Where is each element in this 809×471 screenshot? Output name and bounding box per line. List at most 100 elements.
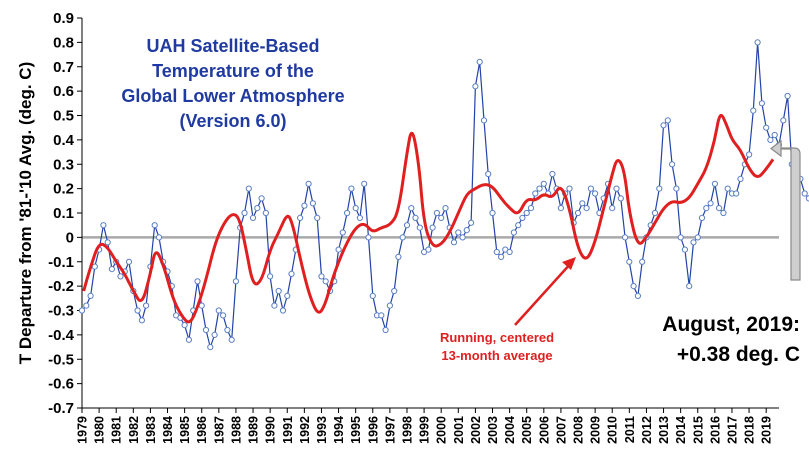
series-point-monthly [262, 209, 269, 217]
x-tick-label: 1998 [400, 416, 414, 444]
series-point-monthly [309, 200, 316, 207]
y-tick-label: -0.5 [48, 351, 74, 368]
series-point-monthly [660, 122, 667, 129]
series-point-monthly [784, 92, 791, 100]
x-tick-label: 1990 [264, 416, 278, 444]
series-point-monthly [91, 263, 98, 270]
y-tick-label: -0.4 [48, 327, 75, 344]
series-point-monthly [297, 214, 304, 221]
x-tick-label: 2008 [572, 416, 586, 444]
y-tick-label: 0 [66, 229, 74, 246]
x-tick-label: 2000 [435, 416, 449, 444]
series-point-monthly [746, 151, 753, 158]
series-point-monthly [232, 278, 239, 285]
series-point-monthly [181, 322, 188, 329]
series-point-monthly [801, 190, 808, 197]
series-point-monthly [339, 229, 346, 236]
x-tick-label: 2010 [606, 416, 620, 444]
series-point-monthly [352, 205, 359, 212]
x-tick-label: 2019 [760, 416, 774, 444]
series-point-monthly [476, 58, 483, 66]
series-point-monthly [386, 302, 393, 309]
x-tick-label: 2006 [537, 416, 551, 444]
series-point-monthly [151, 222, 158, 229]
series-point-monthly [425, 246, 432, 253]
series-point-monthly [463, 227, 470, 234]
series-point-monthly [758, 100, 766, 107]
x-tick-label: 1981 [110, 416, 124, 444]
series-point-monthly [403, 222, 411, 229]
y-tick-label: 0.3 [53, 156, 74, 173]
series-point-monthly [416, 224, 423, 231]
x-tick-label: 2018 [743, 416, 757, 444]
series-point-monthly [630, 283, 637, 290]
series-point-monthly [498, 253, 505, 260]
y-axis-ticks: 0.9 0.8 0.7 0.6 0.5 0.4 0.3 0.2 0.1 0 -0.1 -0.2 -0.3… [48, 10, 82, 417]
series-point-monthly [155, 234, 163, 241]
series-point-monthly [527, 205, 535, 212]
x-tick-label: 1982 [127, 416, 141, 444]
series-point-monthly [207, 344, 214, 351]
series-point-monthly [664, 117, 671, 124]
series-point-monthly [639, 258, 646, 265]
series-point-monthly [429, 224, 436, 231]
series-point-monthly [686, 283, 693, 290]
x-tick-label: 1979 [76, 416, 90, 444]
chart-title-line-3: Global Lower Atmosphere [121, 86, 344, 106]
y-tick-label: -0.7 [48, 400, 74, 417]
series-point-monthly [579, 200, 586, 207]
series-point-monthly [249, 214, 257, 221]
series-point-monthly [211, 331, 218, 338]
series-point-monthly [493, 248, 500, 256]
series-point-monthly [763, 124, 770, 131]
series-point-monthly [480, 117, 488, 124]
x-tick-label: 2005 [520, 416, 534, 444]
y-tick-label: 0.6 [53, 83, 74, 100]
x-tick-label: 1989 [247, 416, 261, 444]
x-tick-label: 1987 [212, 416, 226, 444]
series-point-monthly [737, 175, 744, 182]
y-tick-label: 0.5 [53, 108, 74, 125]
series-point-monthly [134, 307, 141, 314]
series-point-monthly [185, 336, 192, 343]
series-point-monthly [395, 253, 402, 260]
series-point-monthly [707, 200, 714, 207]
series-point-monthly [267, 273, 274, 280]
series-point-monthly [344, 209, 351, 217]
series-point-monthly [100, 222, 107, 229]
series-point-monthly [442, 205, 449, 212]
series-point-monthly [720, 209, 727, 217]
series-point-monthly [703, 205, 710, 212]
series-point-monthly [288, 270, 295, 277]
series-point-monthly [365, 234, 372, 241]
series-point-monthly [771, 131, 778, 139]
series-point-monthly [258, 195, 265, 202]
series-point-monthly [438, 214, 445, 221]
series-point-monthly [108, 266, 116, 273]
annotation-arrow-shaft [514, 261, 573, 326]
series-point-monthly [228, 336, 235, 343]
latest-value-temperature: +0.38 deg. C [677, 343, 800, 366]
series-point-monthly [224, 326, 231, 334]
x-tick-label: 2012 [640, 416, 654, 444]
series-point-monthly [215, 307, 222, 314]
y-tick-label: -0.3 [48, 303, 74, 320]
series-point-monthly [711, 180, 719, 187]
series-point-monthly [681, 246, 689, 253]
y-tick-label: 0.1 [53, 205, 74, 222]
series-point-monthly [557, 205, 565, 212]
series-point-monthly [515, 222, 522, 229]
series-point-monthly [609, 205, 616, 212]
series-point-monthly [587, 185, 595, 192]
series-point-monthly [378, 312, 385, 319]
x-tick-label: 2014 [674, 416, 688, 444]
series-point-monthly [510, 229, 518, 236]
series-point-monthly [540, 180, 547, 187]
series-point-monthly [348, 185, 355, 192]
series-point-monthly [506, 248, 513, 256]
series-point-monthly [536, 185, 543, 192]
series-point-monthly [301, 202, 308, 209]
annotation-running-line-1: Running, centered [440, 330, 554, 345]
series-point-monthly [780, 117, 787, 124]
